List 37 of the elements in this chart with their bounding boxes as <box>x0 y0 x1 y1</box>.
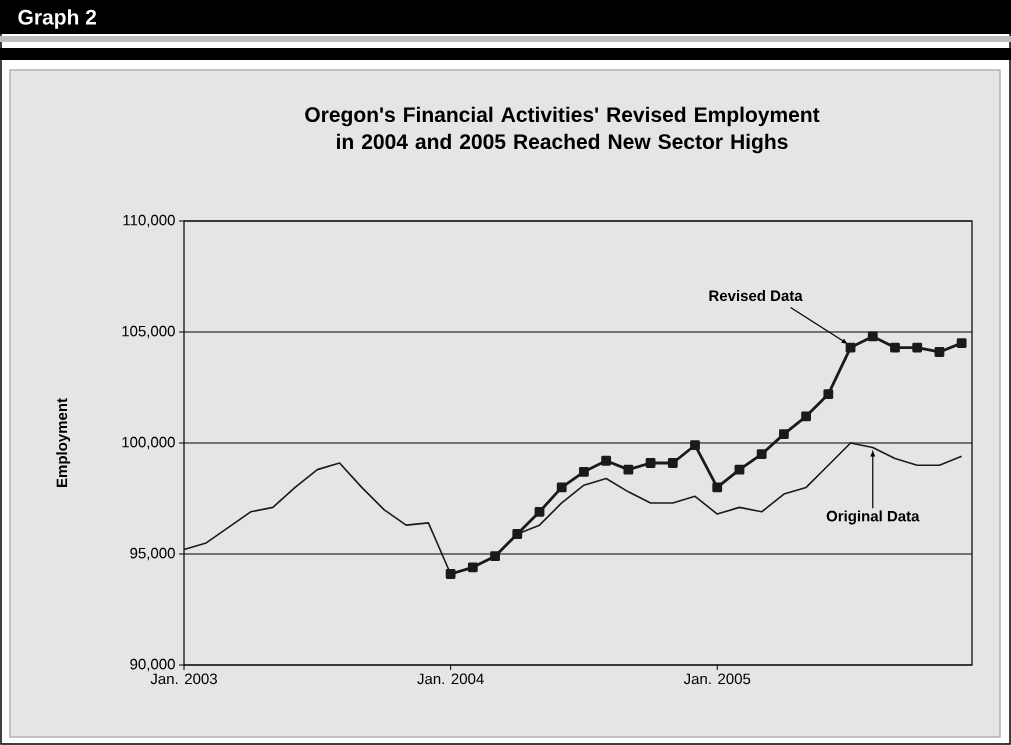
point <box>556 482 567 493</box>
y-tick-label: 105,000 <box>122 325 175 339</box>
point <box>934 347 945 357</box>
x-tick-label: Jan. 2005 <box>683 673 751 685</box>
point <box>667 458 678 468</box>
point <box>756 449 767 459</box>
caption: Graph 2 <box>18 9 97 29</box>
annotation: Revised Data <box>709 290 803 302</box>
point <box>867 331 878 342</box>
y-tick-label: 110,000 <box>123 214 175 228</box>
point <box>956 338 967 348</box>
point <box>801 411 812 422</box>
y-tick-label: 95,000 <box>130 547 175 561</box>
chart-title: Oregon's Financial Activities' Revised Employment in 2004 and 2005 Reached New Sector Highs <box>305 106 820 154</box>
point <box>445 569 456 579</box>
point <box>690 440 700 451</box>
point <box>712 482 723 493</box>
point <box>734 464 745 475</box>
point <box>845 342 856 353</box>
point <box>645 458 656 468</box>
y-tick-label: 100,000 <box>122 436 175 450</box>
y-tick-label: 90,000 <box>130 658 175 672</box>
y-axis-title: Employment <box>56 398 71 487</box>
point <box>579 466 589 477</box>
x-tick-label: Jan. 2003 <box>150 673 217 685</box>
point <box>467 562 478 573</box>
x-tick-label: Jan. 2004 <box>417 673 484 685</box>
point <box>779 429 789 440</box>
point <box>912 342 923 353</box>
point <box>601 455 612 466</box>
point <box>823 389 834 400</box>
point <box>623 464 634 475</box>
point <box>534 506 545 517</box>
point <box>490 551 500 562</box>
annotation: Original Data <box>826 510 920 525</box>
point <box>890 342 900 353</box>
point <box>512 529 523 539</box>
